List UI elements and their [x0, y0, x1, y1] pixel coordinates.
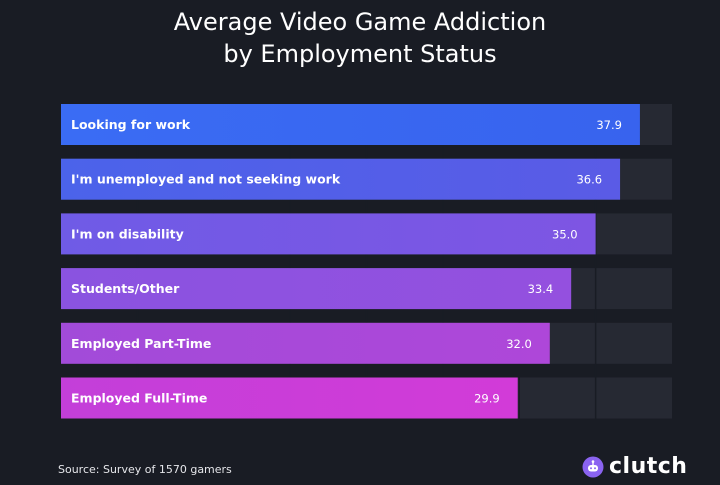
bar: [61, 322, 550, 364]
clutch-logo-text: clutch: [609, 454, 688, 479]
bar: [61, 377, 518, 419]
bar: [61, 104, 640, 145]
value-label: 29.9: [474, 392, 500, 406]
bar: [61, 213, 596, 255]
value-label: 33.4: [528, 282, 554, 296]
category-label: I'm unemployed and not seeking work: [71, 172, 341, 187]
bar: [61, 268, 572, 310]
clutch-logo-icon: [582, 456, 604, 478]
value-label: 35.0: [552, 227, 578, 241]
chart-title-line-2: by Employment Status: [223, 40, 497, 68]
category-label: Students/Other: [71, 281, 180, 296]
category-label: I'm on disability: [71, 226, 184, 241]
category-label: Looking for work: [71, 117, 191, 132]
category-label: Employed Part-Time: [71, 336, 211, 351]
chart-title-line-1: Average Video Game Addiction: [173, 8, 547, 36]
value-label: 32.0: [506, 337, 532, 351]
value-label: 36.6: [576, 173, 602, 187]
chart-title: Average Video Game Addiction by Employme…: [0, 6, 720, 70]
clutch-logo: clutch: [582, 454, 687, 480]
source-note: Source: Survey of 1570 gamers: [58, 463, 232, 476]
category-label: Employed Full-Time: [71, 391, 207, 406]
bar: [61, 158, 621, 200]
value-label: 37.9: [596, 118, 622, 132]
